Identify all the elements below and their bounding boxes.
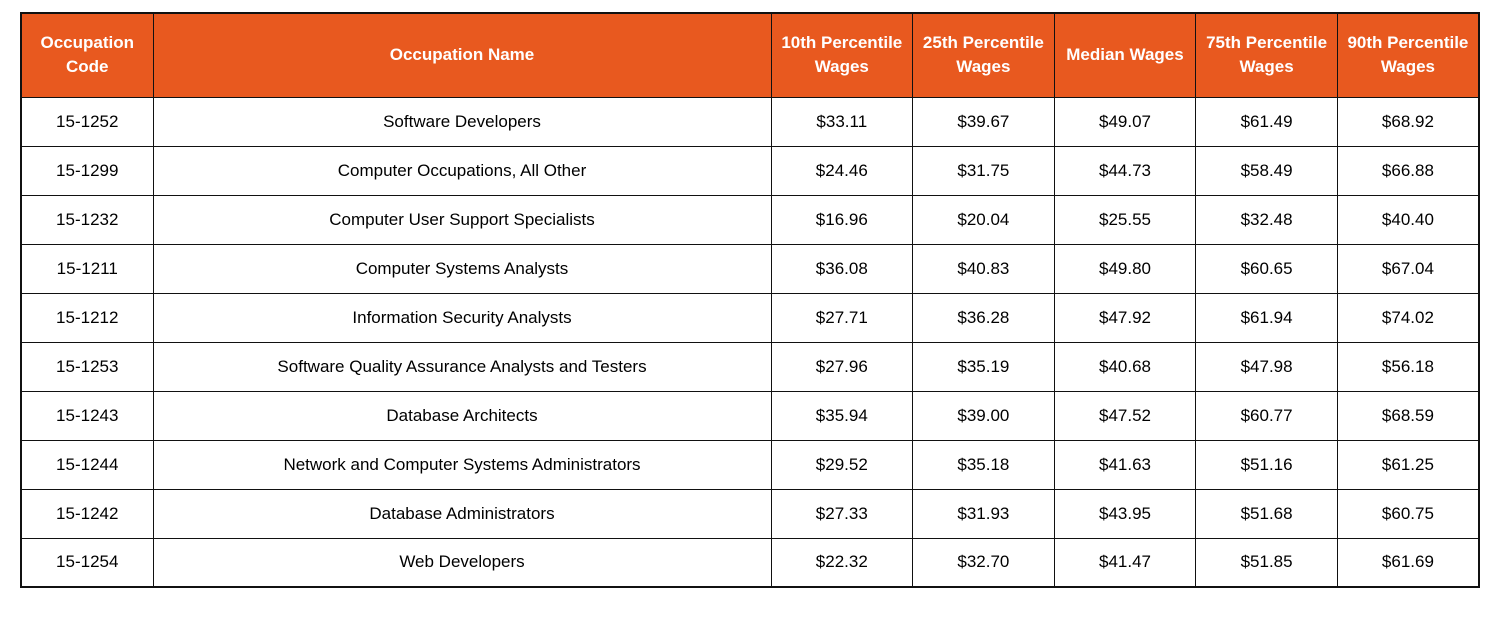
wage-cell: $20.04 bbox=[912, 194, 1055, 245]
wage-cell: $60.65 bbox=[1195, 243, 1338, 294]
wage-cell: $32.70 bbox=[912, 537, 1055, 588]
occupation-name-cell: Computer User Support Specialists bbox=[152, 194, 772, 245]
table-row: 15-1211 Computer Systems Analysts $36.08 $4… bbox=[20, 243, 1480, 294]
wage-cell: $36.08 bbox=[770, 243, 914, 294]
wage-cell: $60.77 bbox=[1195, 390, 1338, 441]
wage-cell: $61.25 bbox=[1336, 439, 1480, 490]
wage-cell: $35.94 bbox=[770, 390, 914, 441]
occupation-name-cell: Computer Occupations, All Other bbox=[152, 145, 772, 196]
table-row: 15-1232 Computer User Support Specialists… bbox=[20, 194, 1480, 245]
wage-cell: $31.75 bbox=[912, 145, 1055, 196]
column-header: Median Wages bbox=[1053, 12, 1197, 98]
wage-cell: $25.55 bbox=[1053, 194, 1197, 245]
wage-cell: $33.11 bbox=[770, 96, 914, 147]
wage-cell: $61.49 bbox=[1195, 96, 1338, 147]
wage-cell: $74.02 bbox=[1336, 292, 1480, 343]
column-header: 10th Percentile Wages bbox=[770, 12, 914, 98]
occupation-name-cell: Network and Computer Systems Administrat… bbox=[152, 439, 772, 490]
wage-cell: $40.68 bbox=[1053, 341, 1197, 392]
occupation-code-cell: 15-1299 bbox=[20, 145, 154, 196]
wage-cell: $44.73 bbox=[1053, 145, 1197, 196]
occupation-code-cell: 15-1212 bbox=[20, 292, 154, 343]
wage-cell: $56.18 bbox=[1336, 341, 1480, 392]
wage-cell: $61.94 bbox=[1195, 292, 1338, 343]
wage-cell: $35.19 bbox=[912, 341, 1055, 392]
wage-cell: $41.47 bbox=[1053, 537, 1197, 588]
occupation-code-cell: 15-1211 bbox=[20, 243, 154, 294]
column-header: 90th Percentile Wages bbox=[1336, 12, 1480, 98]
wage-cell: $66.88 bbox=[1336, 145, 1480, 196]
wage-cell: $40.83 bbox=[912, 243, 1055, 294]
column-header: Occupation Code bbox=[20, 12, 154, 98]
wage-cell: $39.67 bbox=[912, 96, 1055, 147]
occupation-name-cell: Software Quality Assurance Analysts and … bbox=[152, 341, 772, 392]
occupation-code-cell: 15-1232 bbox=[20, 194, 154, 245]
wage-cell: $67.04 bbox=[1336, 243, 1480, 294]
wage-cell: $27.71 bbox=[770, 292, 914, 343]
wage-cell: $68.92 bbox=[1336, 96, 1480, 147]
occupation-name-cell: Database Administrators bbox=[152, 488, 772, 539]
column-header: 25th Percentile Wages bbox=[912, 12, 1055, 98]
occupation-name-cell: Database Architects bbox=[152, 390, 772, 441]
wage-cell: $68.59 bbox=[1336, 390, 1480, 441]
wage-cell: $31.93 bbox=[912, 488, 1055, 539]
occupational-wages-table: Occupation Code Occupation Name 10th Perce… bbox=[20, 12, 1480, 588]
occupation-code-cell: 15-1242 bbox=[20, 488, 154, 539]
wage-cell: $58.49 bbox=[1195, 145, 1338, 196]
occupation-code-cell: 15-1252 bbox=[20, 96, 154, 147]
occupation-name-cell: Computer Systems Analysts bbox=[152, 243, 772, 294]
wage-cell: $49.07 bbox=[1053, 96, 1197, 147]
wage-cell: $27.96 bbox=[770, 341, 914, 392]
wage-cell: $47.98 bbox=[1195, 341, 1338, 392]
header-row: Occupation Code Occupation Name 10th Perce… bbox=[20, 12, 1480, 98]
column-header: 75th Percentile Wages bbox=[1195, 12, 1338, 98]
occupation-name-cell: Information Security Analysts bbox=[152, 292, 772, 343]
wage-cell: $22.32 bbox=[770, 537, 914, 588]
wage-cell: $16.96 bbox=[770, 194, 914, 245]
wage-cell: $60.75 bbox=[1336, 488, 1480, 539]
wage-cell: $51.68 bbox=[1195, 488, 1338, 539]
wage-cell: $35.18 bbox=[912, 439, 1055, 490]
wage-cell: $41.63 bbox=[1053, 439, 1197, 490]
occupation-code-cell: 15-1243 bbox=[20, 390, 154, 441]
wage-cell: $40.40 bbox=[1336, 194, 1480, 245]
wage-cell: $47.92 bbox=[1053, 292, 1197, 343]
table-row: 15-1299 Computer Occupations, All Other $2… bbox=[20, 145, 1480, 196]
wage-cell: $24.46 bbox=[770, 145, 914, 196]
table-header: Occupation Code Occupation Name 10th Perce… bbox=[20, 12, 1480, 98]
wage-cell: $47.52 bbox=[1053, 390, 1197, 441]
wage-cell: $51.16 bbox=[1195, 439, 1338, 490]
occupation-name-cell: Software Developers bbox=[152, 96, 772, 147]
wage-cell: $36.28 bbox=[912, 292, 1055, 343]
table-row: 15-1254 Web Developers $22.32 $32.70 $41.47 $… bbox=[20, 537, 1480, 588]
wage-cell: $61.69 bbox=[1336, 537, 1480, 588]
table-body: 15-1252 Software Developers $33.11 $39.67 $4… bbox=[20, 96, 1480, 588]
wage-cell: $49.80 bbox=[1053, 243, 1197, 294]
wage-cell: $51.85 bbox=[1195, 537, 1338, 588]
table-row: 15-1243 Database Architects $35.94 $39.00 $4… bbox=[20, 390, 1480, 441]
occupation-code-cell: 15-1253 bbox=[20, 341, 154, 392]
table-row: 15-1242 Database Administrators $27.33 $31.… bbox=[20, 488, 1480, 539]
occupation-name-cell: Web Developers bbox=[152, 537, 772, 588]
occupation-code-cell: 15-1254 bbox=[20, 537, 154, 588]
wage-cell: $32.48 bbox=[1195, 194, 1338, 245]
table-row: 15-1212 Information Security Analysts $27.… bbox=[20, 292, 1480, 343]
wage-cell: $43.95 bbox=[1053, 488, 1197, 539]
table-row: 15-1252 Software Developers $33.11 $39.67 $4… bbox=[20, 96, 1480, 147]
wage-cell: $27.33 bbox=[770, 488, 914, 539]
table-row: 15-1253 Software Quality Assurance Analys… bbox=[20, 341, 1480, 392]
wage-cell: $29.52 bbox=[770, 439, 914, 490]
column-header: Occupation Name bbox=[152, 12, 772, 98]
occupation-code-cell: 15-1244 bbox=[20, 439, 154, 490]
table-row: 15-1244 Network and Computer Systems Admi… bbox=[20, 439, 1480, 490]
wage-cell: $39.00 bbox=[912, 390, 1055, 441]
